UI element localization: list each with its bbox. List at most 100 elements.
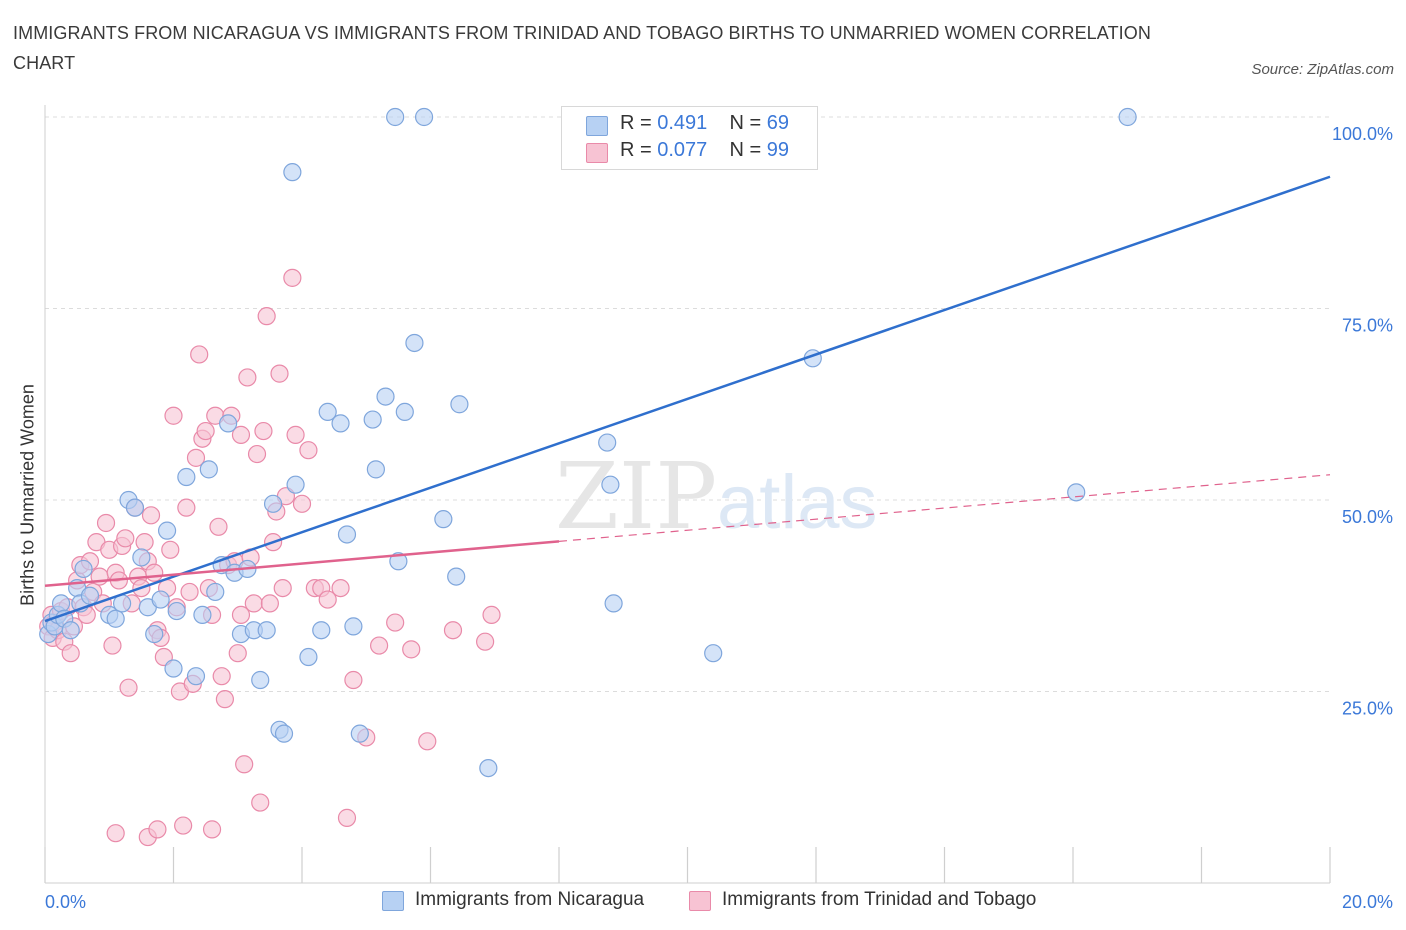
data-point-trinidad (186, 448, 206, 467)
y-tick-label: 50.0% (1342, 507, 1393, 527)
legend-swatch-blue (382, 891, 404, 911)
data-point-nicaragua (312, 621, 331, 640)
x-tick-label: 20.0% (1342, 892, 1393, 912)
data-point-trinidad (202, 820, 222, 839)
data-point-trinidad (443, 621, 463, 640)
data-point-trinidad (257, 307, 276, 326)
data-point-trinidad (231, 425, 251, 444)
n-value: 99 (766, 139, 790, 161)
data-point-nicaragua (601, 475, 620, 494)
data-point-trinidad (260, 594, 279, 613)
watermark-atlas: atlas (717, 460, 878, 545)
data-point-nicaragua (206, 582, 225, 602)
data-point-nicaragua (376, 387, 395, 406)
data-point-nicaragua (80, 586, 100, 605)
r-value: 0.491 (657, 112, 708, 134)
data-point-trinidad (476, 632, 495, 651)
data-point-trinidad (141, 506, 161, 525)
data-point-nicaragua (193, 605, 212, 625)
y-tick-label: 25.0% (1342, 699, 1393, 719)
data-point-trinidad (106, 824, 125, 843)
data-point-nicaragua (106, 609, 125, 628)
data-point-nicaragua (299, 647, 318, 667)
n-label: N = (729, 112, 767, 134)
data-point-nicaragua (366, 460, 385, 479)
data-point-trinidad (231, 605, 251, 625)
data-point-trinidad (196, 421, 215, 441)
n-value: 69 (766, 112, 790, 134)
data-point-trinidad (212, 667, 231, 686)
r-value: 0.077 (657, 139, 708, 161)
watermark-zip: ZIP (555, 443, 717, 550)
data-point-nicaragua (350, 724, 369, 743)
data-point-trinidad (402, 640, 421, 659)
data-point-trinidad (283, 268, 302, 287)
data-point-nicaragua (434, 510, 453, 529)
data-point-trinidad (228, 644, 247, 663)
data-point-trinidad (235, 755, 254, 774)
data-point-nicaragua (186, 667, 206, 686)
data-point-nicaragua (286, 475, 305, 494)
data-point-nicaragua (132, 548, 151, 567)
data-point-nicaragua (598, 433, 617, 452)
data-point-nicaragua (164, 659, 183, 678)
data-point-trinidad (292, 494, 312, 513)
data-point-trinidad (337, 808, 357, 827)
correlation-legend: R = 0.491 N = 69 R = 0.077 N = 99 (561, 106, 818, 170)
data-point-nicaragua (414, 107, 434, 127)
data-point-trinidad (190, 345, 209, 364)
y-tick-label: 100.0% (1332, 124, 1393, 144)
data-point-trinidad (331, 578, 350, 598)
data-point-nicaragua (405, 333, 424, 353)
data-point-trinidad (418, 732, 437, 751)
n-label: N = (729, 139, 767, 161)
data-point-nicaragua (337, 525, 357, 544)
y-tick-label: 75.0% (1342, 316, 1393, 336)
legend-swatch-pink (586, 143, 608, 163)
data-point-nicaragua (263, 494, 283, 513)
data-point-nicaragua (1118, 107, 1137, 127)
data-point-trinidad (273, 578, 292, 598)
pink-series-points (39, 268, 501, 847)
data-point-nicaragua (389, 552, 408, 571)
data-point-nicaragua (704, 644, 723, 663)
axes (44, 105, 1331, 884)
data-point-trinidad (270, 364, 289, 383)
r-label: R = (620, 112, 658, 134)
data-point-trinidad (145, 563, 164, 582)
data-point-trinidad (370, 636, 389, 655)
trend-lines (44, 175, 1331, 623)
data-point-nicaragua (51, 594, 71, 613)
data-point-trinidad (482, 605, 501, 625)
y-axis-label: Births to Unmarried Women (17, 384, 38, 606)
data-point-trinidad (254, 421, 273, 441)
data-point-nicaragua (450, 395, 469, 414)
data-point-trinidad (161, 540, 180, 559)
data-point-trinidad (209, 517, 228, 536)
data-point-trinidad (96, 513, 116, 533)
x-tick-label: 0.0% (45, 892, 86, 912)
data-point-nicaragua (1067, 483, 1086, 502)
data-point-trinidad (164, 406, 183, 425)
legend-label-trinidad: Immigrants from Trinidad and Tobago (722, 889, 1037, 910)
data-point-trinidad (238, 368, 257, 387)
data-point-trinidad (299, 441, 318, 460)
data-point-nicaragua (274, 724, 294, 743)
data-point-nicaragua (157, 521, 177, 540)
grid-lines (45, 116, 1330, 692)
trend-line-nicaragua (44, 175, 1331, 623)
data-point-nicaragua (447, 567, 466, 586)
data-point-trinidad (148, 820, 167, 839)
data-point-trinidad (135, 533, 154, 552)
data-point-nicaragua (318, 402, 337, 422)
data-point-nicaragua (257, 621, 276, 640)
data-point-nicaragua (283, 163, 302, 182)
data-point-nicaragua (151, 590, 170, 609)
data-point-nicaragua (167, 601, 186, 621)
data-point-nicaragua (177, 467, 196, 487)
data-point-nicaragua (219, 414, 238, 433)
data-point-trinidad (116, 529, 135, 548)
data-point-trinidad (344, 670, 363, 690)
r-label: R = (620, 139, 658, 161)
